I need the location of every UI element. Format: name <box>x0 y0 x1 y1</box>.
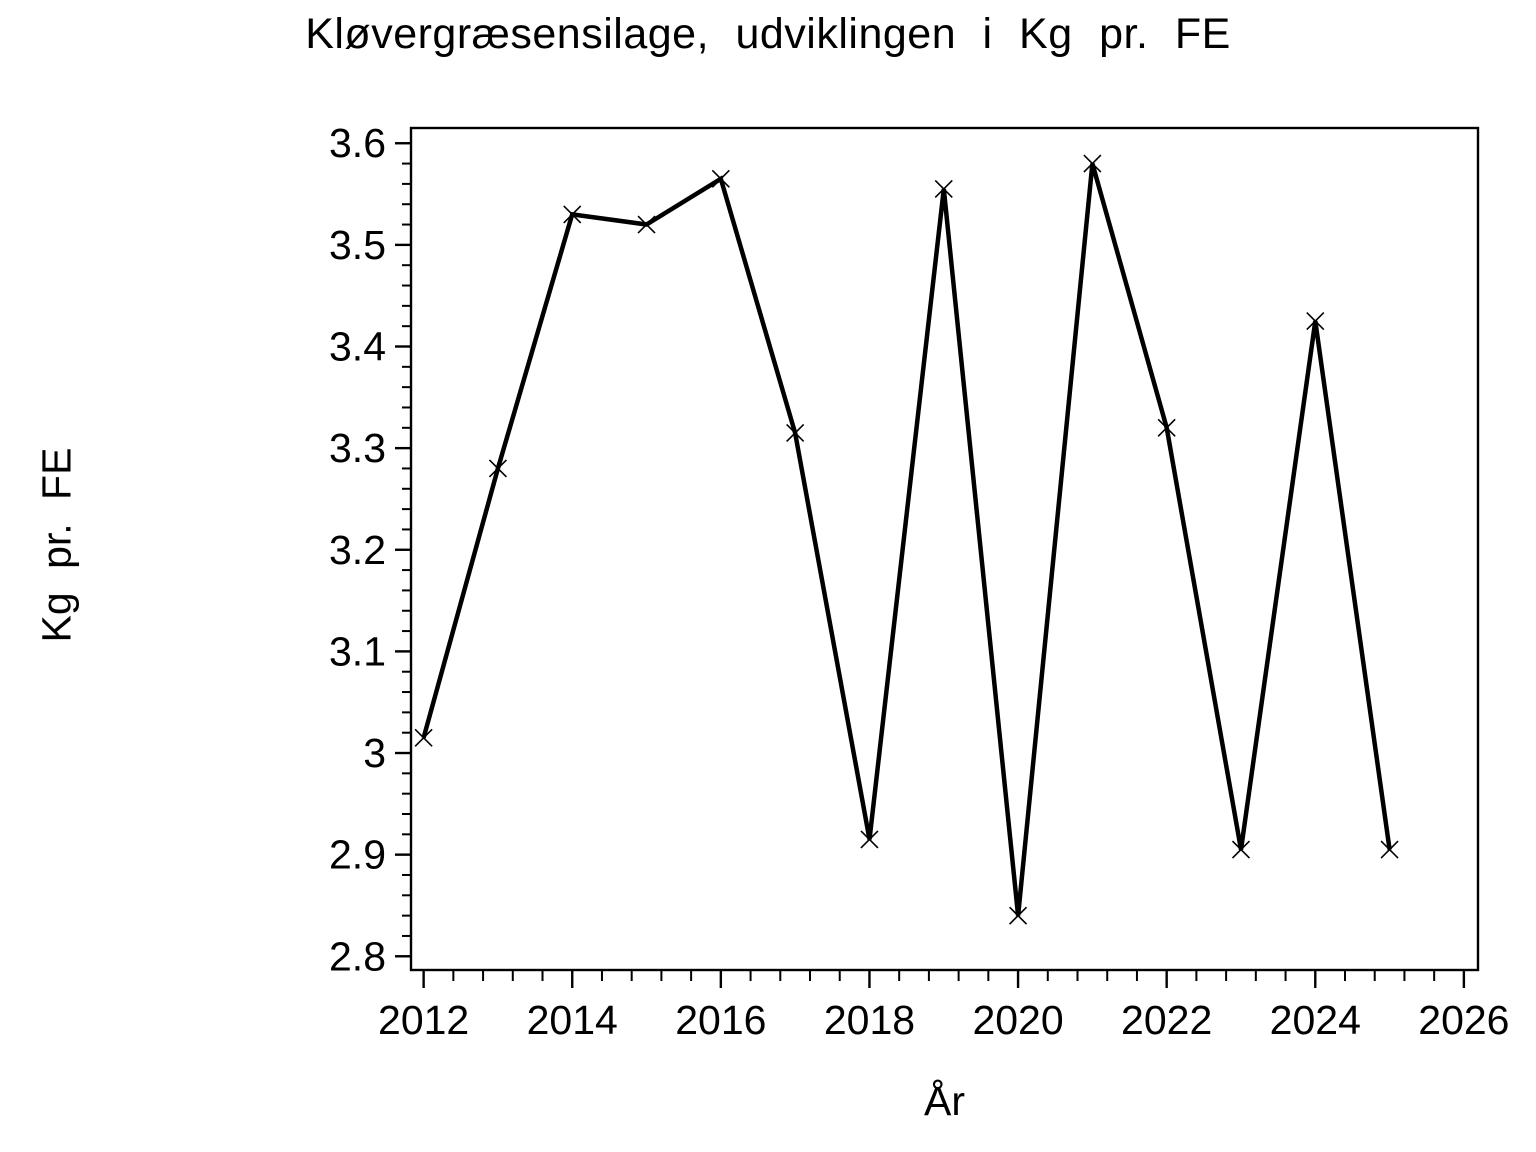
x-marker-icon <box>1083 154 1102 173</box>
data-point-markers <box>414 154 1399 925</box>
chart-title: Kløvergræsensilage, udviklingen i Kg pr.… <box>305 10 1231 58</box>
y-tick-label: 3 <box>363 730 386 776</box>
x-marker-icon <box>563 205 582 224</box>
y-tick-label: 2.8 <box>329 933 386 979</box>
y-tick-label: 2.9 <box>329 832 386 878</box>
y-tick-label: 3.1 <box>329 628 386 674</box>
x-marker-icon <box>711 169 730 188</box>
x-marker-icon <box>1231 840 1251 859</box>
x-marker-icon <box>488 459 508 478</box>
x-marker-icon <box>1008 906 1028 925</box>
x-marker-icon <box>786 423 805 442</box>
y-tick-label: 3.6 <box>329 120 386 166</box>
y-tick-label: 3.3 <box>329 425 386 471</box>
x-marker-icon <box>860 830 879 849</box>
x-tick-label: 2026 <box>1418 997 1509 1043</box>
x-tick-label: 2024 <box>1270 997 1361 1043</box>
x-marker-icon <box>1380 840 1399 859</box>
tick-labels: 2.8 2.9 3 3.1 3.2 3.3 3.4 3.5 3.6 2012 2014 2016 201… <box>329 120 1509 1043</box>
x-marker-icon <box>637 215 656 234</box>
x-tick-label: 2018 <box>824 997 915 1043</box>
x-axis-label: År <box>924 1078 965 1124</box>
y-tick-label: 3.5 <box>329 222 386 268</box>
x-marker-icon <box>414 728 433 747</box>
x-tick-label: 2022 <box>1121 997 1212 1043</box>
x-tick-label: 2012 <box>378 997 469 1043</box>
x-marker-icon <box>934 179 953 199</box>
axes <box>409 126 1480 972</box>
x-tick-label: 2020 <box>972 997 1063 1043</box>
x-marker-icon <box>1306 312 1325 331</box>
x-marker-icon <box>1157 418 1176 437</box>
x-tick-label: 2014 <box>527 997 618 1043</box>
y-tick-label: 3.4 <box>329 324 386 370</box>
axis-ticks <box>395 142 1466 988</box>
data-series-line <box>421 162 1392 916</box>
y-tick-label: 3.2 <box>329 527 386 573</box>
x-tick-label: 2016 <box>675 997 766 1043</box>
